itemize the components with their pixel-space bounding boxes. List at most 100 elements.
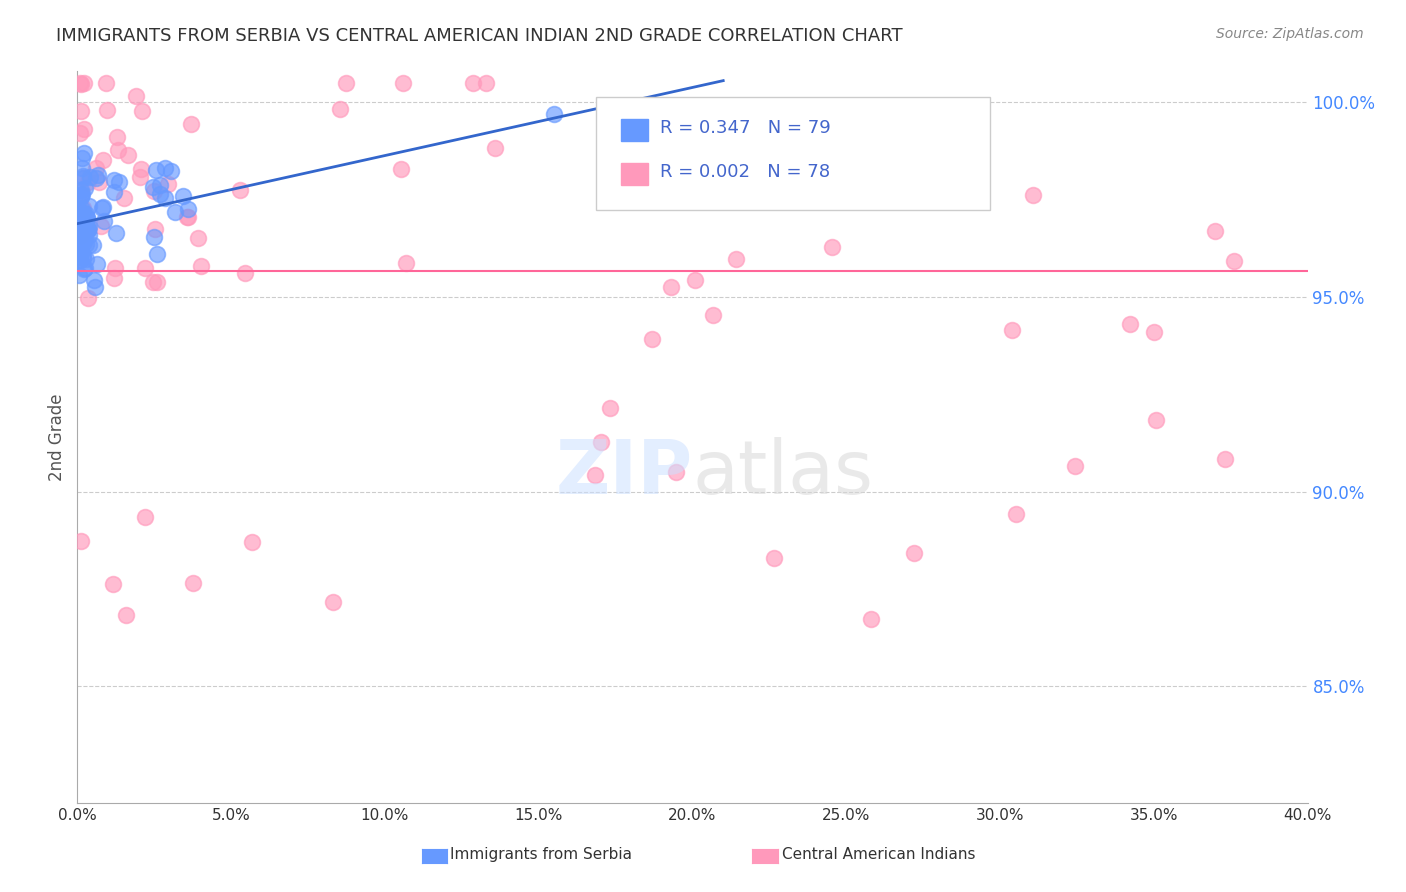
Point	[75, 207, 97, 221]
Point	[1143, 325, 1166, 339]
Text: IMMIGRANTS FROM SERBIA VS CENTRAL AMERICAN INDIAN 2ND GRADE CORRELATION CHART: IMMIGRANTS FROM SERBIA VS CENTRAL AMERIC…	[56, 27, 903, 45]
Point	[103, 185, 125, 199]
Point	[463, 76, 485, 90]
Point	[229, 183, 252, 197]
Point	[91, 200, 114, 214]
Point	[666, 99, 689, 113]
Point	[69, 226, 91, 240]
Point	[156, 177, 179, 191]
Point	[103, 173, 125, 187]
Point	[70, 186, 93, 201]
Point	[134, 260, 156, 275]
Point	[77, 227, 100, 242]
Point	[73, 207, 96, 221]
Point	[96, 103, 118, 117]
Point	[149, 178, 172, 192]
Point	[93, 214, 115, 228]
Point	[84, 171, 107, 186]
Point	[190, 259, 212, 273]
FancyBboxPatch shape	[621, 162, 648, 185]
Point	[72, 171, 94, 186]
Point	[77, 199, 100, 213]
Point	[641, 332, 664, 346]
Point	[67, 223, 90, 237]
Point	[177, 202, 200, 216]
Point	[67, 245, 90, 260]
Point	[177, 211, 200, 225]
Point	[76, 175, 98, 189]
Point	[107, 143, 129, 157]
Point	[72, 233, 94, 247]
Point	[91, 153, 114, 168]
Point	[75, 252, 97, 266]
Point	[70, 246, 93, 260]
Point	[69, 252, 91, 267]
Point	[1223, 254, 1246, 268]
Point	[665, 465, 688, 479]
Point	[77, 291, 100, 305]
Point	[67, 205, 90, 219]
Point	[105, 129, 128, 144]
FancyBboxPatch shape	[596, 97, 990, 211]
Point	[90, 219, 112, 233]
Point	[821, 240, 844, 254]
Point	[143, 222, 166, 236]
Point	[180, 117, 202, 131]
Point	[1204, 224, 1226, 238]
Point	[77, 223, 100, 237]
Point	[89, 175, 111, 189]
Point	[543, 107, 565, 121]
Point	[143, 229, 166, 244]
Point	[70, 202, 93, 217]
Point	[763, 550, 786, 565]
Point	[90, 201, 112, 215]
Point	[181, 576, 204, 591]
Point	[77, 221, 100, 235]
Point	[67, 244, 90, 258]
Point	[82, 238, 104, 252]
Point	[115, 607, 138, 622]
Point	[1144, 412, 1167, 426]
Point	[83, 280, 105, 294]
Point	[112, 191, 135, 205]
Point	[69, 227, 91, 242]
Point	[77, 222, 100, 236]
Point	[1005, 507, 1028, 521]
Point	[589, 434, 612, 449]
Point	[335, 76, 357, 90]
Point	[73, 122, 96, 136]
Point	[96, 76, 118, 90]
Point	[67, 249, 90, 263]
Point	[859, 612, 882, 626]
Point	[70, 220, 93, 235]
Point	[69, 205, 91, 219]
Point	[117, 147, 139, 161]
Point	[242, 535, 264, 549]
Text: Central American Indians: Central American Indians	[782, 847, 976, 862]
Point	[69, 183, 91, 197]
Point	[72, 205, 94, 219]
Point	[70, 77, 93, 91]
Point	[72, 151, 94, 165]
Point	[69, 76, 91, 90]
Point	[72, 170, 94, 185]
Point	[87, 168, 110, 182]
Point	[1213, 452, 1236, 467]
Text: R = 0.347   N = 79: R = 0.347 N = 79	[661, 120, 831, 137]
Point	[146, 275, 169, 289]
Point	[73, 76, 96, 90]
Point	[153, 161, 176, 176]
Point	[134, 510, 156, 524]
Y-axis label: 2nd Grade: 2nd Grade	[48, 393, 66, 481]
Point	[73, 218, 96, 232]
Point	[1022, 188, 1045, 202]
Point	[72, 161, 94, 175]
Point	[77, 238, 100, 252]
Point	[70, 189, 93, 203]
Point	[72, 232, 94, 246]
Point	[72, 217, 94, 231]
Text: R = 0.002   N = 78: R = 0.002 N = 78	[661, 163, 831, 181]
Point	[86, 257, 108, 271]
Point	[105, 227, 128, 241]
Point	[143, 184, 166, 198]
